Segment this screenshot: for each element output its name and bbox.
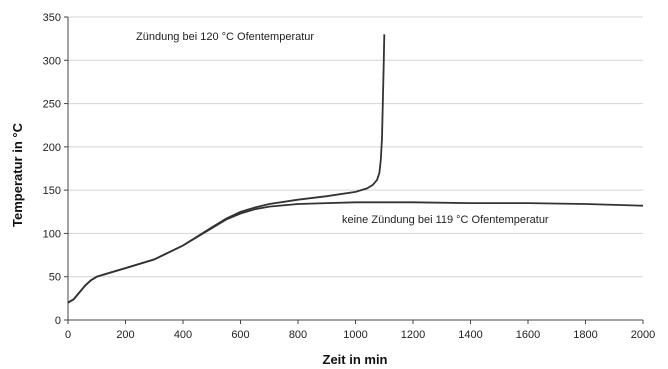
series-lines: [67, 34, 644, 304]
y-axis-title: Temperatur in °C: [10, 122, 25, 227]
y-tick-label-2: 100: [43, 228, 61, 240]
series-line-0: [67, 34, 386, 304]
grid-lines: [68, 16, 643, 278]
y-tick-label-7: 350: [43, 12, 61, 24]
x-tick-label-1: 200: [116, 329, 134, 341]
x-tick-label-3: 600: [231, 329, 249, 341]
y-tick-label-4: 200: [43, 142, 61, 154]
x-tick-labels: 0 200 400 600 800 1000 1200 1400 1600 1800 2000: [65, 329, 655, 341]
x-tick-label-8: 1600: [516, 329, 540, 341]
x-tick-label-2: 400: [174, 329, 192, 341]
x-tick-label-0: 0: [65, 329, 71, 341]
x-tick-label-5: 1000: [343, 329, 367, 341]
y-tick-label-6: 300: [43, 55, 61, 67]
x-tick-label-9: 1800: [573, 329, 597, 341]
x-tick-label-7: 1400: [458, 329, 482, 341]
x-tick-label-4: 800: [289, 329, 307, 341]
series-line-1: [67, 201, 644, 304]
y-tick-label-0: 0: [55, 315, 61, 327]
y-tick-labels: 0 50 100 150 200 250 300 350: [43, 12, 61, 327]
y-tick-label-5: 250: [43, 99, 61, 111]
x-axis-title: Zeit in min: [323, 352, 388, 367]
annotation-no-ignition: keine Zündung bei 119 °C Ofentemperatur: [342, 214, 549, 226]
axes: [64, 16, 644, 324]
y-tick-label-3: 150: [43, 185, 61, 197]
x-tick-label-6: 1200: [401, 329, 425, 341]
y-tick-label-1: 50: [49, 272, 61, 284]
x-tick-label-10: 2000: [631, 329, 655, 341]
annotation-ignition: Zündung bei 120 °C Ofentemperatur: [136, 31, 314, 43]
